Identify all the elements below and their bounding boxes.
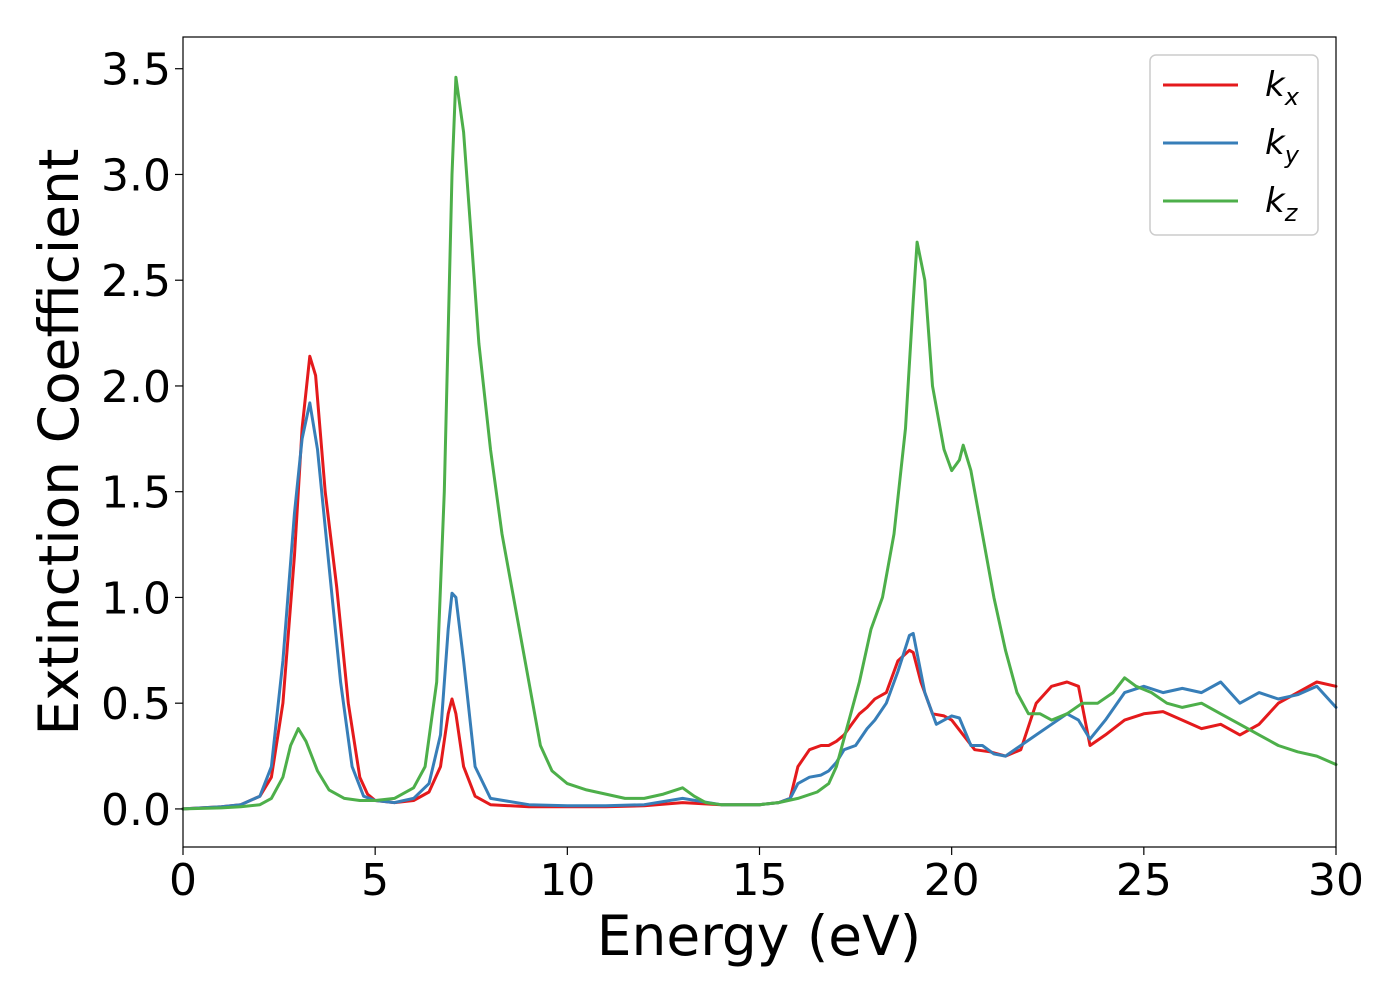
legend-box — [1149, 54, 1319, 236]
x-tick-label: 30 — [1308, 855, 1364, 906]
x-tick-label: 20 — [924, 855, 980, 906]
x-tick-label: 15 — [732, 855, 788, 906]
series-line-kx — [181, 354, 1338, 811]
x-tick-label: 10 — [539, 855, 595, 906]
x-tick-label: 25 — [1116, 855, 1172, 906]
y-axis-ticks: 0.0 0.5 1.0 1.5 2.0 2.5 3.0 3.5 — [101, 45, 183, 836]
series-line-kz — [181, 75, 1338, 811]
y-tick-label: 3.0 — [101, 150, 171, 201]
y-tick-label: 2.5 — [101, 256, 171, 307]
x-axis-ticks: 0 5 10 15 20 25 30 — [169, 847, 1364, 906]
y-tick-label: 2.0 — [101, 362, 171, 413]
y-tick-label: 1.5 — [101, 468, 171, 519]
y-tick-label: 0.0 — [101, 785, 171, 836]
x-tick-label: 0 — [169, 855, 197, 906]
series-line-ky — [181, 401, 1338, 811]
y-tick-label: 1.0 — [101, 573, 171, 624]
x-tick-label: 5 — [361, 855, 389, 906]
y-tick-label: 0.5 — [101, 679, 171, 730]
x-axis-label: Energy (eV) — [597, 904, 921, 968]
series-layer — [181, 75, 1338, 811]
y-tick-label: 3.5 — [101, 45, 171, 96]
y-axis-label: Extinction Coefficient — [27, 149, 91, 736]
